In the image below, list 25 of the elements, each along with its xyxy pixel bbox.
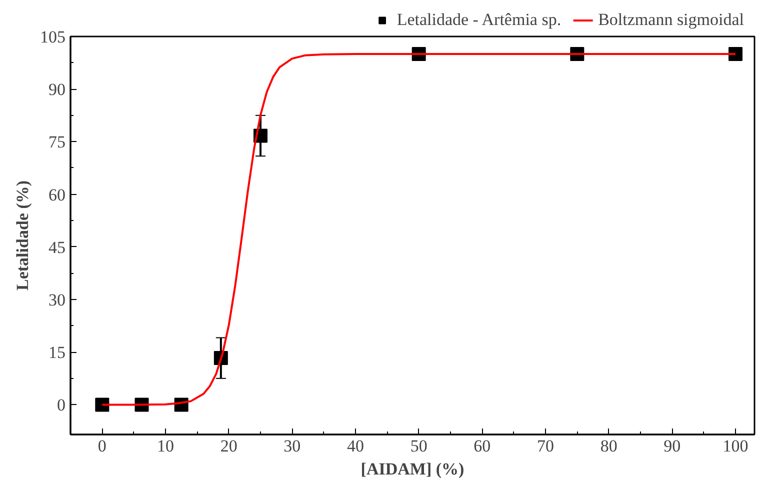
y-tick-label: 45 xyxy=(48,238,66,257)
x-tick-label: 0 xyxy=(98,436,106,456)
x-tick-label: 10 xyxy=(157,436,174,456)
x-tick-label: 80 xyxy=(600,436,618,456)
x-tick-label: 100 xyxy=(722,436,748,456)
x-tick-label: 50 xyxy=(410,436,428,456)
x-tick-label: 20 xyxy=(220,436,238,456)
x-axis-title: [AIDAM] (%) xyxy=(360,460,464,478)
point xyxy=(95,398,110,412)
x-tick-label: 70 xyxy=(537,436,554,456)
y-tick-label: 60 xyxy=(48,185,66,204)
x-tick-label: 40 xyxy=(347,436,364,456)
y-tick-label: 15 xyxy=(48,343,66,362)
legend-label: Boltzmann sigmoidal xyxy=(598,10,744,30)
y-tick-label: 105 xyxy=(40,28,66,46)
legend-label: Letalidade - Artêmia sp. xyxy=(396,10,562,30)
y-tick-label: 30 xyxy=(48,290,66,310)
point xyxy=(728,47,742,62)
y-tick-label: 90 xyxy=(48,80,66,100)
y-tick-label: 75 xyxy=(48,132,66,152)
x-tick-label: 60 xyxy=(474,436,491,456)
y-axis-title: Letalidade (%) xyxy=(13,180,32,291)
y-tick-label: 0 xyxy=(57,396,66,415)
x-tick-label: 30 xyxy=(284,436,301,456)
x-tick-label: 90 xyxy=(664,436,681,456)
